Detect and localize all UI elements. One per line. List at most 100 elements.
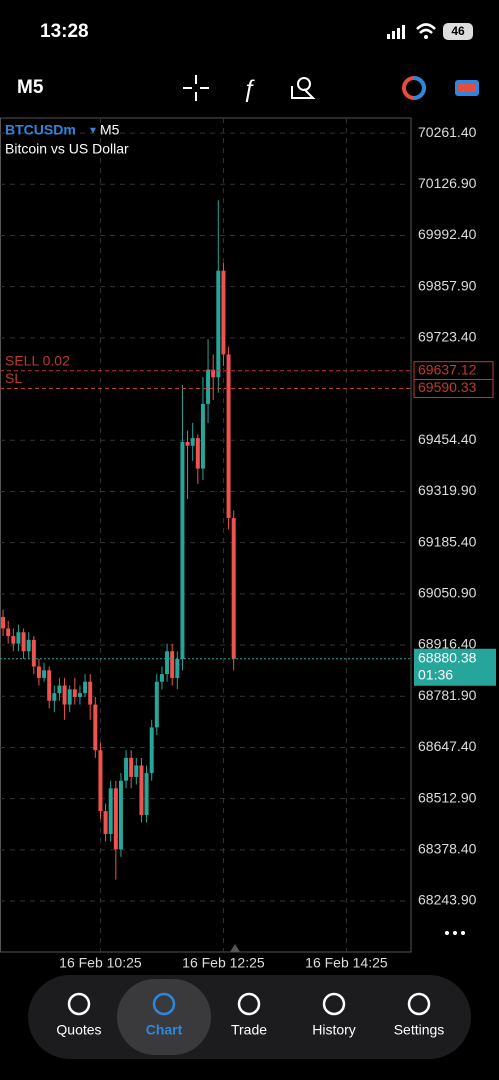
indicators-button[interactable]: ƒ — [242, 75, 255, 102]
symbol-dropdown[interactable]: ▼ — [88, 126, 98, 137]
candle-body — [200, 403, 205, 469]
y-tick-label: 69857.90 — [418, 277, 477, 293]
y-tick-label: 70126.90 — [418, 175, 477, 191]
battery-level: 46 — [451, 24, 465, 38]
clock: 13:28 — [40, 21, 89, 42]
timeframe-button[interactable]: M5 — [17, 77, 44, 98]
nav: Quotes Chart Trade History Settings — [56, 979, 444, 1055]
candle-body — [11, 636, 16, 644]
candle-body — [185, 441, 190, 446]
tab-icon[interactable] — [237, 992, 261, 1016]
battery — [443, 23, 473, 40]
candle-body — [88, 681, 93, 705]
candle-body — [67, 689, 72, 705]
tab-label[interactable]: Settings — [394, 1022, 445, 1038]
candle-body — [98, 750, 103, 812]
candle-body — [129, 757, 134, 777]
y-tick-label: 68916.40 — [418, 636, 477, 652]
candle-body — [165, 651, 170, 675]
account-icon — [458, 84, 476, 92]
objects-button[interactable] — [291, 77, 316, 99]
candle-body — [154, 681, 159, 728]
candle-body — [93, 704, 98, 751]
tab-label[interactable]: Trade — [231, 1022, 267, 1038]
crosshair-button[interactable] — [183, 75, 209, 101]
candle-body — [72, 689, 77, 697]
y-tick-label: 68378.40 — [418, 841, 477, 857]
candle-body — [206, 369, 211, 404]
tab-icon[interactable] — [322, 992, 346, 1016]
y-tick-label: 69185.40 — [418, 533, 477, 549]
chart: 70261.40 70126.90 69992.40 69857.90 69723.40… — [0, 117, 496, 971]
candle-body — [144, 773, 149, 815]
y-tick-label: 68781.90 — [418, 687, 477, 703]
candle-body — [211, 369, 216, 378]
price-value: 69590.33 — [418, 379, 477, 395]
symbol-description: Bitcoin vs US Dollar — [5, 141, 129, 157]
candle-body — [113, 788, 118, 850]
candle-body — [42, 670, 47, 678]
tab-icon[interactable] — [67, 992, 91, 1016]
candle-body — [21, 632, 26, 652]
candle-body — [175, 658, 180, 678]
more-dot[interactable] — [445, 931, 449, 935]
y-tick-label: 70261.40 — [418, 124, 477, 140]
candle-body — [195, 438, 200, 469]
more-dot[interactable] — [453, 931, 457, 935]
candle-body — [52, 693, 57, 701]
y-tick-label: 68512.90 — [418, 789, 477, 805]
candle-body — [159, 674, 164, 682]
y-tick-label: 68243.90 — [418, 892, 477, 908]
bar-countdown: 01:36 — [418, 666, 453, 682]
candle-body — [77, 693, 82, 697]
candle-body — [231, 518, 236, 659]
trade-button-half — [413, 76, 426, 100]
candle-body — [57, 685, 62, 694]
tab-icon[interactable] — [407, 992, 431, 1016]
y-tick-label: 69050.90 — [418, 585, 477, 601]
symbol-timeframe: M5 — [100, 122, 120, 138]
y-tick-label: 68647.40 — [418, 738, 477, 754]
tab-label[interactable]: Chart — [146, 1022, 183, 1038]
y-tick-label: 69992.40 — [418, 226, 477, 242]
current-price-box — [414, 648, 496, 686]
symbol-name[interactable]: BTCUSDm — [5, 122, 76, 138]
candle-body — [190, 438, 195, 446]
signal — [387, 25, 405, 39]
wifi — [416, 23, 436, 34]
price-line-label: SELL 0.02 — [5, 352, 70, 368]
y-tick-label: 69319.90 — [418, 482, 477, 498]
x-tick-label: 16 Feb 10:25 — [59, 955, 142, 971]
candle-body — [180, 441, 185, 659]
candle-body — [103, 811, 108, 834]
candle-body — [226, 354, 231, 519]
x-tick-label: 16 Feb 12:25 — [182, 955, 265, 971]
candle-body — [216, 270, 221, 378]
candle-body — [134, 765, 139, 777]
tab-label[interactable]: History — [312, 1022, 356, 1038]
candle-body — [139, 765, 144, 815]
candle-body — [31, 639, 36, 667]
candle-body — [149, 727, 154, 774]
time-marker — [230, 944, 240, 952]
tab-icon[interactable] — [152, 992, 176, 1016]
price-line-label: SL — [5, 370, 22, 386]
active-tab — [117, 979, 211, 1055]
candle-body — [170, 651, 175, 678]
more-dot[interactable] — [461, 931, 465, 935]
price-box — [413, 379, 494, 399]
price-value: 69637.12 — [418, 361, 477, 377]
candle-body — [36, 666, 41, 678]
wifi-dot — [424, 35, 428, 39]
candle-body — [47, 670, 52, 701]
nav-bar — [28, 975, 471, 1059]
candle-body — [108, 788, 113, 834]
y-tick-label: 69723.40 — [418, 329, 477, 345]
candle-body — [124, 757, 129, 781]
tab-label[interactable]: Quotes — [56, 1022, 101, 1038]
candle-body — [62, 685, 67, 705]
candle-body — [118, 780, 123, 850]
x-tick-label: 16 Feb 14:25 — [305, 955, 388, 971]
candle-body — [83, 681, 88, 694]
candle-body — [26, 639, 31, 652]
